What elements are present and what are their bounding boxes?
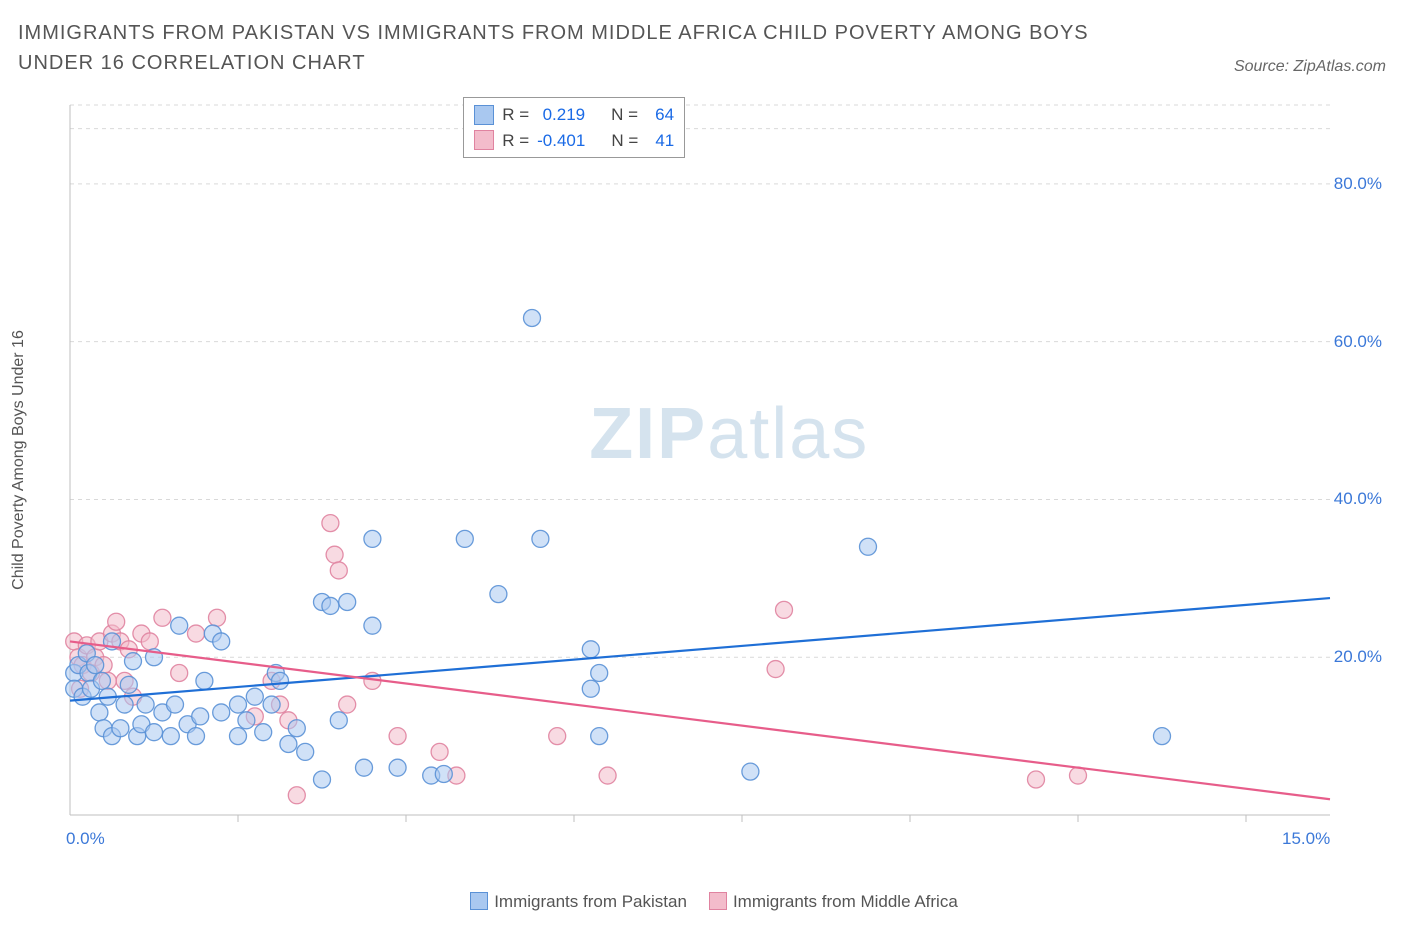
x-tick-label: 15.0% bbox=[1282, 829, 1330, 849]
r-value: 0.219 bbox=[537, 102, 585, 128]
scatter-plot bbox=[60, 95, 1380, 865]
r-value: -0.401 bbox=[537, 128, 585, 154]
y-tick-label: 40.0% bbox=[1322, 489, 1382, 509]
chart-container: IMMIGRANTS FROM PAKISTAN VS IMMIGRANTS F… bbox=[0, 0, 1406, 930]
n-value: 41 bbox=[646, 128, 674, 154]
stats-legend-row: R = -0.401 N = 41 bbox=[474, 128, 674, 154]
legend-label: Immigrants from Middle Africa bbox=[733, 892, 958, 911]
r-label: R = bbox=[502, 102, 529, 128]
stats-legend-row: R = 0.219 N = 64 bbox=[474, 102, 674, 128]
chart-title: IMMIGRANTS FROM PAKISTAN VS IMMIGRANTS F… bbox=[18, 18, 1118, 78]
series-legend: Immigrants from Pakistan Immigrants from … bbox=[0, 892, 1406, 912]
x-tick-label: 0.0% bbox=[66, 829, 105, 849]
r-label: R = bbox=[502, 128, 529, 154]
plot-area bbox=[60, 95, 1380, 865]
y-tick-label: 20.0% bbox=[1322, 647, 1382, 667]
y-tick-label: 60.0% bbox=[1322, 332, 1382, 352]
n-value: 64 bbox=[646, 102, 674, 128]
stats-legend: R = 0.219 N = 64 R = -0.401 N = 41 bbox=[463, 97, 685, 158]
source-label: Source: ZipAtlas.com bbox=[1234, 58, 1386, 76]
legend-swatch bbox=[474, 105, 494, 125]
legend-swatch bbox=[470, 892, 488, 910]
legend-swatch bbox=[474, 130, 494, 150]
y-tick-label: 80.0% bbox=[1322, 174, 1382, 194]
legend-swatch bbox=[709, 892, 727, 910]
n-label: N = bbox=[611, 102, 638, 128]
legend-label: Immigrants from Pakistan bbox=[494, 892, 687, 911]
n-label: N = bbox=[611, 128, 638, 154]
